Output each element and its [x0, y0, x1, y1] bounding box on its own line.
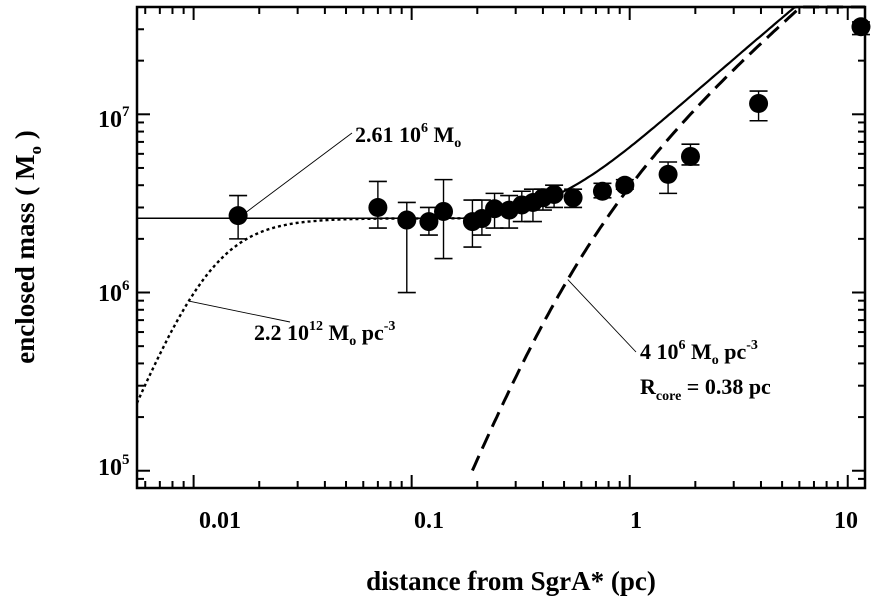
inner-cluster-dotted-curve	[135, 217, 473, 404]
data-point-19	[851, 17, 871, 37]
data-point-18	[749, 93, 769, 113]
outer-cluster-dashed-curve	[471, 5, 865, 472]
data-point-12	[544, 184, 564, 204]
annotation-black-hole-mass: 2.61 106 Mo	[355, 121, 461, 151]
annotation-leader-lines	[188, 132, 637, 353]
annotation-outer-cluster-density: 4 106 Mo pc-3	[640, 338, 758, 368]
error-bars	[229, 21, 870, 294]
data-point-3	[419, 212, 439, 232]
leader-outer-cluster	[567, 279, 637, 353]
leader-black-hole-mass	[243, 132, 353, 215]
data-point-17	[680, 146, 700, 166]
data-point-14	[592, 181, 612, 201]
data-points	[228, 17, 871, 232]
x-tick-label-1: 0.1	[414, 508, 444, 534]
axis-ticks	[137, 6, 865, 489]
annotation-inner-cluster-density: 2.2 1012 Mo pc-3	[254, 319, 395, 349]
y-tick-label-6: 106	[98, 278, 130, 307]
y-axis-label: enclosed mass ( Mo )	[10, 130, 45, 363]
x-tick-label-0: 0.01	[199, 508, 241, 534]
plot-area-border	[135, 5, 867, 490]
annotation-core-radius: Rcore = 0.38 pc	[640, 374, 771, 404]
x-tick-label-2: 1	[630, 508, 642, 534]
data-point-2	[397, 210, 417, 230]
x-axis-label: distance from SgrA* (pc)	[366, 566, 656, 596]
data-point-16	[658, 164, 678, 184]
data-point-15	[615, 175, 635, 195]
plot-frame	[135, 5, 867, 490]
data-point-0	[228, 206, 248, 226]
x-tick-label-3: 10	[834, 508, 858, 534]
y-tick-label-7: 107	[98, 104, 130, 133]
data-point-13	[563, 188, 583, 208]
data-point-7	[485, 199, 505, 219]
data-point-4	[434, 201, 454, 221]
data-point-1	[368, 197, 388, 217]
leader-inner-cluster	[188, 300, 291, 323]
x-tick-labels: 0.01 0.1 1 10	[199, 508, 858, 534]
y-tick-label-5: 105	[98, 452, 130, 481]
y-tick-labels: 105 106 107	[98, 104, 130, 481]
